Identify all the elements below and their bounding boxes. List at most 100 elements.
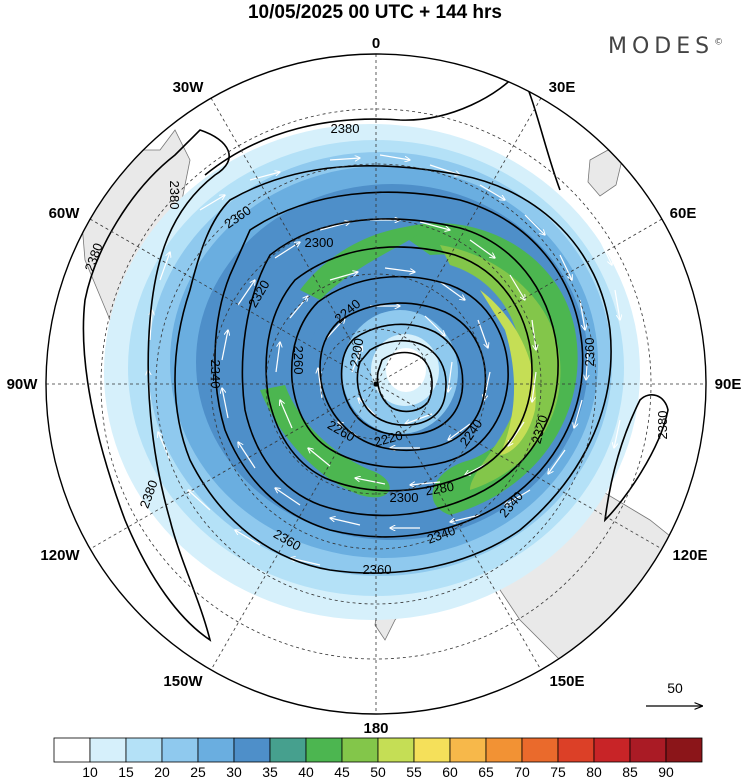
shade-55	[480, 290, 536, 455]
south-pole-dot	[373, 381, 379, 387]
colorbar-swatch-10	[413, 737, 451, 763]
colorbar-label-70: 70	[514, 764, 530, 780]
colorbar-swatch-11	[449, 737, 487, 763]
colorbar-swatch-0	[53, 737, 91, 763]
lon-label-90w: 90W	[7, 376, 39, 393]
colorbar-swatch-2	[125, 737, 163, 763]
lat-circle-5	[100, 108, 652, 660]
contour-label-text: 2300	[390, 490, 419, 505]
contour-label-text: 2260	[291, 346, 306, 375]
land-tasmania	[599, 659, 625, 685]
lon-label-60e: 60E	[670, 205, 697, 222]
lon-label-120w: 120W	[40, 547, 80, 564]
colorbar-label-90: 90	[658, 764, 674, 780]
contour-label-c2300-b: 2300	[390, 490, 419, 505]
contour-2240	[340, 323, 464, 437]
colorbar-swatch-7	[305, 737, 343, 763]
colorbar-swatch-13	[521, 737, 559, 763]
lon-label-0: 0	[372, 35, 380, 52]
colorbar-swatch-16	[629, 737, 667, 763]
lon-label-150e: 150E	[549, 673, 584, 690]
longitude-labels: 0 30E 60E 90E 120E 150E 180 150W 120W 90W 60W 30W	[7, 35, 742, 737]
colorbar-label-35: 35	[262, 764, 278, 780]
colorbar-label-65: 65	[478, 764, 494, 780]
colorbar-label-20: 20	[154, 764, 170, 780]
contour-label-c2340-a: 2340	[208, 360, 223, 389]
contour-2260	[319, 302, 487, 451]
contour-2280	[290, 275, 509, 469]
contour-2300	[265, 246, 533, 492]
colorbar-label-80: 80	[586, 764, 602, 780]
colorbar-label-50: 50	[370, 764, 386, 780]
lon-label-120e: 120E	[672, 547, 707, 564]
colorbar-label-10: 10	[82, 764, 98, 780]
colorbar-label-30: 30	[226, 764, 242, 780]
shade-50	[440, 245, 561, 490]
colorbar-label-40: 40	[298, 764, 314, 780]
contour-label-c2200-a: 2200	[347, 337, 367, 368]
colorbar-label-15: 15	[118, 764, 134, 780]
colorbar-label-85: 85	[622, 764, 638, 780]
vector-reference-key: 50	[646, 680, 702, 706]
map-disk	[46, 54, 706, 714]
colorbar-swatch-4	[197, 737, 235, 763]
colorbar-label-25: 25	[190, 764, 206, 780]
contour-2380-west	[82, 129, 230, 642]
lon-label-90e: 90E	[715, 376, 742, 393]
contour-label-c2380-a: 2380	[331, 121, 360, 136]
contour-label-c2380-b: 2380	[167, 181, 182, 210]
lon-label-150w: 150W	[163, 673, 203, 690]
wind-speed-shading	[104, 124, 640, 620]
shade-45-north	[300, 225, 430, 300]
vector-reference-label: 50	[667, 680, 683, 696]
contour-label-text: 2300	[305, 235, 334, 250]
colorbar: 10 15 20 25 30 35 40 45 50 55 60 65 70 75 80 85 90	[53, 737, 703, 780]
contour-label-c2360-d: 2360	[582, 338, 597, 367]
contour-label-text: 2380	[167, 181, 182, 210]
colorbar-swatch-15	[593, 737, 631, 763]
lon-label-30w: 30W	[173, 79, 205, 96]
contour-label-text: 2280	[424, 479, 455, 499]
contour-label-text: 2220	[372, 428, 404, 450]
colorbar-swatch-9	[377, 737, 415, 763]
colorbar-swatch-1	[89, 737, 127, 763]
colorbar-label-60: 60	[442, 764, 458, 780]
contour-label-c2260-a: 2260	[291, 346, 306, 375]
lon-label-180: 180	[363, 720, 388, 737]
contour-2380-north	[204, 68, 561, 191]
contour-label-text: 2360	[363, 562, 392, 577]
contour-2340	[214, 191, 584, 538]
colorbar-swatch-3	[161, 737, 199, 763]
colorbar-label-75: 75	[550, 764, 566, 780]
contour-label-c2360-c: 2360	[363, 562, 392, 577]
contour-label-c2280-a: 2280	[424, 479, 455, 499]
brand-logo: MODES©	[608, 34, 723, 59]
contour-label-text: 2340	[208, 360, 223, 389]
shade-45-west	[260, 385, 390, 498]
map-boundary	[45, 53, 707, 715]
colorbar-label-55: 55	[406, 764, 422, 780]
colorbar-swatch-6	[269, 737, 307, 763]
colorbar-swatch-17	[665, 737, 703, 763]
contour-2320	[241, 218, 559, 517]
brand-name: MODES	[608, 34, 715, 59]
colorbar-label-45: 45	[334, 764, 350, 780]
lon-label-60w: 60W	[49, 205, 81, 222]
contour-2220	[356, 339, 447, 426]
colorbar-swatch-12	[485, 737, 523, 763]
colorbar-swatch-14	[557, 737, 595, 763]
contour-label-c2320-b: 2320	[529, 413, 551, 445]
contour-label-text: 2320	[529, 413, 551, 445]
contour-2360	[174, 164, 612, 574]
contour-label-text: 2360	[582, 338, 597, 367]
lon-label-30e: 30E	[549, 79, 576, 96]
colorbar-swatch-5	[233, 737, 271, 763]
contour-2380-east	[603, 394, 669, 523]
shade-10-core	[386, 348, 426, 392]
colorbar-swatch-8	[341, 737, 379, 763]
height-contours	[82, 68, 669, 642]
contour-label-c2380-e: 2380	[655, 411, 670, 440]
contour-label-text: 2380	[655, 411, 670, 440]
map-title: 10/05/2025 00 UTC + 144 hrs	[247, 2, 503, 23]
